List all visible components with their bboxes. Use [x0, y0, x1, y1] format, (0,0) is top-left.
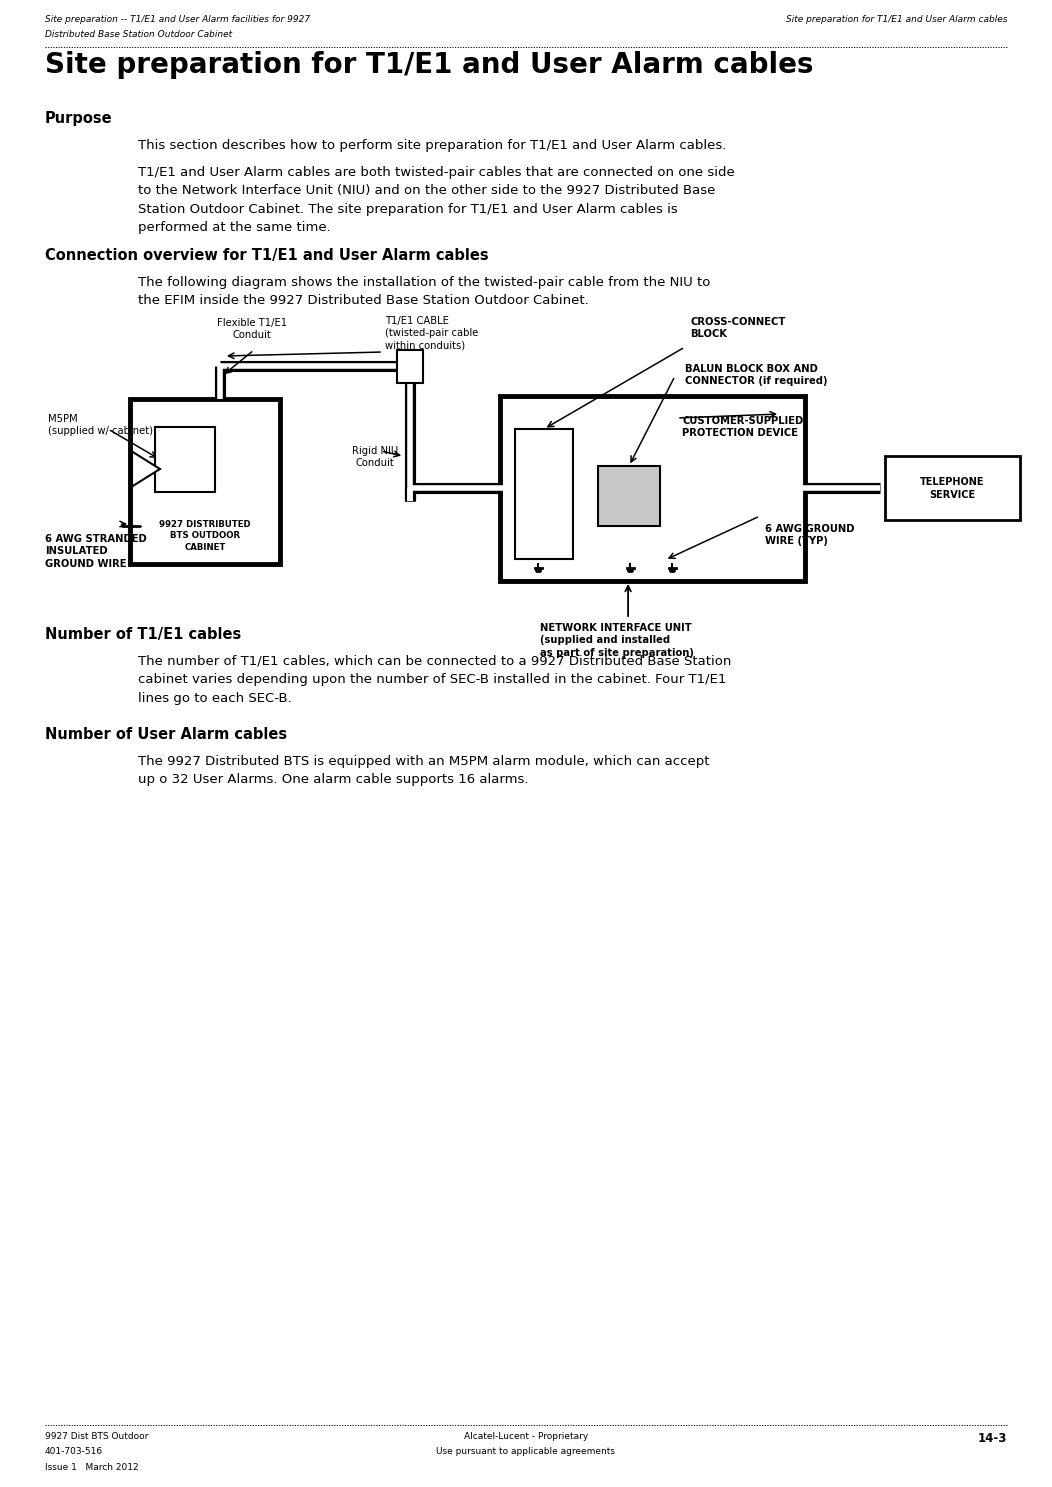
Text: M5PM
(supplied w/ cabinet): M5PM (supplied w/ cabinet): [48, 413, 153, 436]
Text: 401-703-516: 401-703-516: [45, 1447, 103, 1456]
Text: Purpose: Purpose: [45, 112, 113, 126]
Bar: [885, 457, 1020, 520]
Text: T1/E1 and User Alarm cables are both twisted-pair cables that are connected on o: T1/E1 and User Alarm cables are both twi…: [138, 167, 734, 235]
Text: T1/E1 CABLE
(twisted-pair cable
within conduits): T1/E1 CABLE (twisted-pair cable within c…: [385, 317, 479, 351]
Text: Issue 1   March 2012: Issue 1 March 2012: [45, 1463, 139, 1472]
Text: Distributed Base Station Outdoor Cabinet: Distributed Base Station Outdoor Cabinet: [45, 31, 232, 40]
Bar: [500, 396, 805, 581]
Bar: [515, 430, 573, 559]
Text: 6 AWG GROUND
WIRE (TYP): 6 AWG GROUND WIRE (TYP): [765, 523, 854, 546]
Text: Number of T1/E1 cables: Number of T1/E1 cables: [45, 628, 241, 642]
Text: This section describes how to perform site preparation for T1/E1 and User Alarm : This section describes how to perform si…: [138, 138, 726, 152]
Text: CUSTOMER-SUPPLIED
PROTECTION DEVICE: CUSTOMER-SUPPLIED PROTECTION DEVICE: [682, 416, 804, 439]
Polygon shape: [132, 452, 160, 486]
Bar: [598, 465, 660, 526]
Text: Site preparation for T1/E1 and User Alarm cables: Site preparation for T1/E1 and User Alar…: [786, 15, 1007, 24]
Text: TELEPHONE
SERVICE: TELEPHONE SERVICE: [920, 477, 985, 500]
Text: Site preparation for T1/E1 and User Alarm cables: Site preparation for T1/E1 and User Alar…: [45, 51, 813, 79]
Text: NETWORK INTERFACE UNIT
(supplied and installed
as part of site preparation): NETWORK INTERFACE UNIT (supplied and ins…: [540, 623, 694, 657]
Text: 9927 DISTRIBUTED
BTS OUTDOOR
CABINET: 9927 DISTRIBUTED BTS OUTDOOR CABINET: [159, 519, 250, 552]
Text: Flexible T1/E1
Conduit: Flexible T1/E1 Conduit: [217, 318, 287, 341]
Text: 9927 Dist BTS Outdoor: 9927 Dist BTS Outdoor: [45, 1432, 148, 1441]
Text: Use pursuant to applicable agreements: Use pursuant to applicable agreements: [437, 1447, 615, 1456]
Bar: [155, 427, 215, 492]
Text: BALUN BLOCK BOX AND
CONNECTOR (if required): BALUN BLOCK BOX AND CONNECTOR (if requir…: [685, 364, 828, 387]
Text: Number of User Alarm cables: Number of User Alarm cables: [45, 727, 287, 742]
Text: Rigid NIU
Conduit: Rigid NIU Conduit: [351, 446, 398, 468]
Text: The 9927 Distributed BTS is equipped with an M5PM alarm module, which can accept: The 9927 Distributed BTS is equipped wit…: [138, 755, 709, 787]
Text: Site preparation -- T1/E1 and User Alarm facilities for 9927: Site preparation -- T1/E1 and User Alarm…: [45, 15, 310, 24]
Text: The following diagram shows the installation of the twisted-pair cable from the : The following diagram shows the installa…: [138, 277, 710, 308]
Text: The number of T1/E1 cables, which can be connected to a 9927 Distributed Base St: The number of T1/E1 cables, which can be…: [138, 654, 731, 705]
Text: Connection overview for T1/E1 and User Alarm cables: Connection overview for T1/E1 and User A…: [45, 248, 488, 263]
Text: Alcatel-Lucent - Proprietary: Alcatel-Lucent - Proprietary: [464, 1432, 588, 1441]
Bar: [130, 399, 280, 564]
Text: 14-3: 14-3: [977, 1432, 1007, 1445]
Bar: [397, 349, 423, 384]
Text: 6 AWG STRANDED
INSULATED
GROUND WIRE: 6 AWG STRANDED INSULATED GROUND WIRE: [45, 534, 146, 570]
Text: CROSS-CONNECT
BLOCK: CROSS-CONNECT BLOCK: [690, 317, 786, 339]
